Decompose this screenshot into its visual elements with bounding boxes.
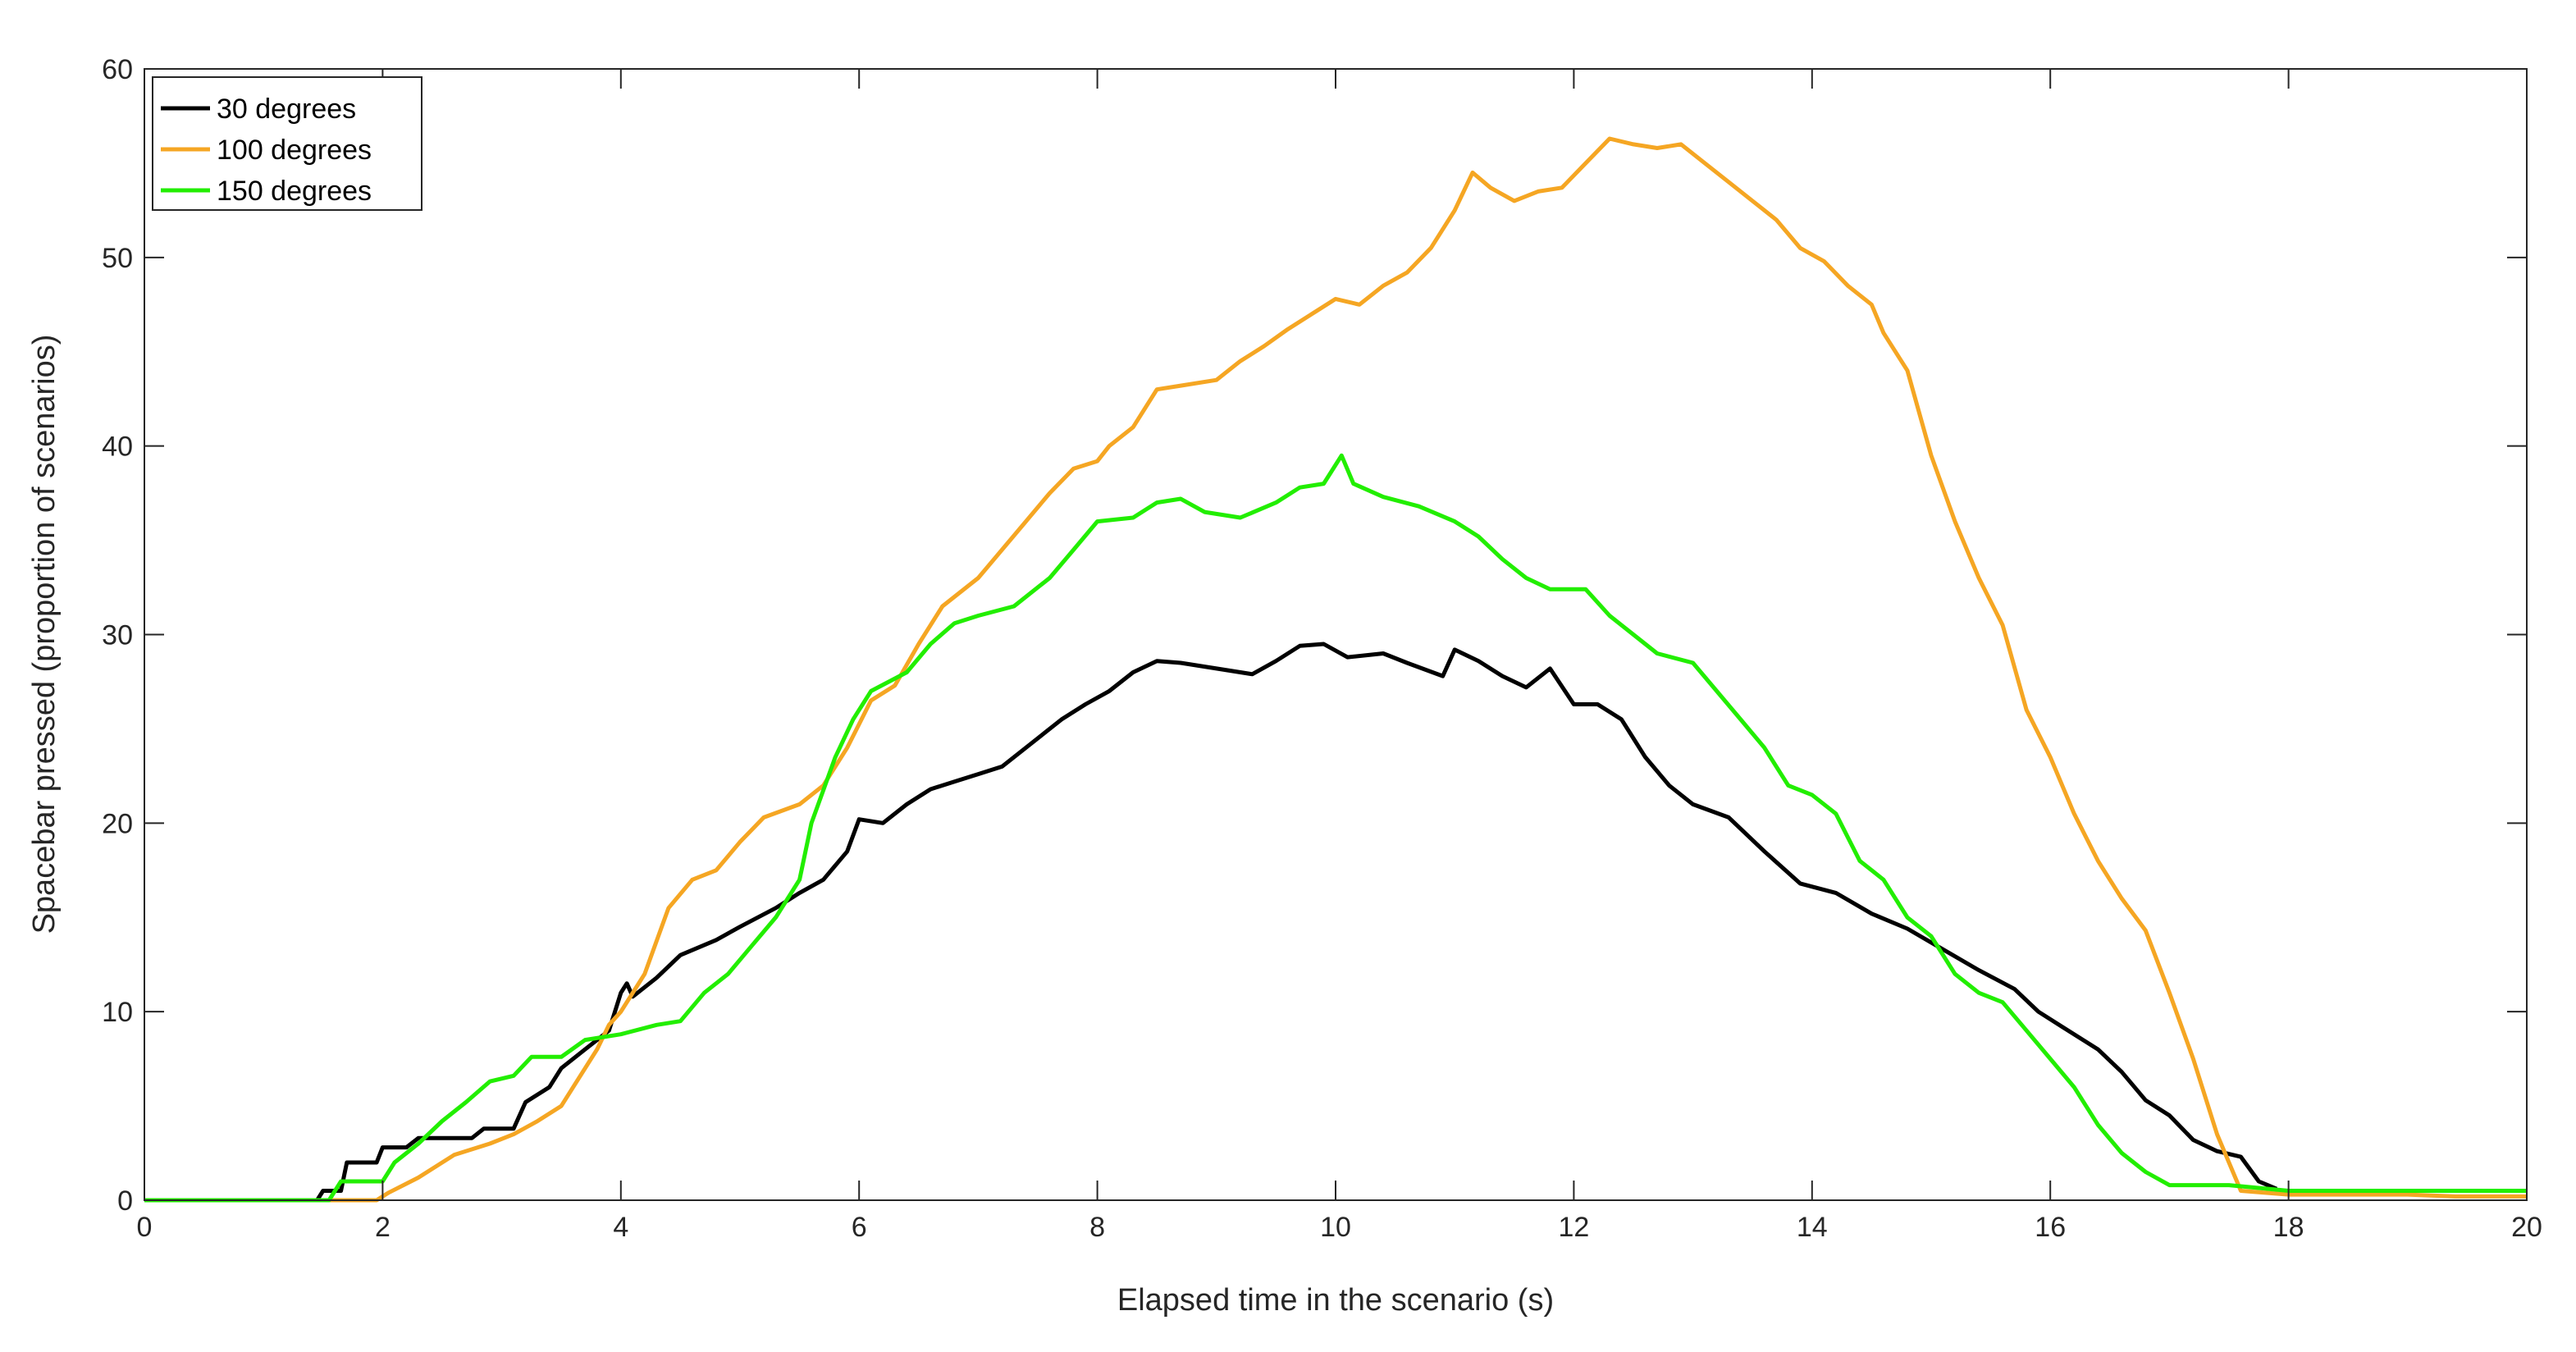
y-tick-label: 0 (117, 1185, 133, 1217)
x-tick-label: 2 (375, 1212, 391, 1243)
series-layer (144, 136, 2527, 1203)
legend-box (152, 76, 422, 211)
legend: 30 degrees 100 degrees 150 degrees (152, 76, 422, 211)
series-line-2 (144, 453, 2527, 1203)
ticks-layer: 0 2 4 6 8 10 12 14 16 18 20 0 10 20 30 40 50 60 (102, 54, 2542, 1243)
y-axis-label: Spacebar pressed (proportion of scenario… (27, 335, 62, 934)
x-tick-label: 18 (2273, 1212, 2304, 1243)
legend-label-2: 150 degrees (217, 176, 372, 207)
x-axis-label: Elapsed time in the scenario (s) (1117, 1283, 1554, 1318)
x-tick-label: 10 (1320, 1212, 1351, 1243)
y-tick-label: 50 (102, 243, 133, 274)
y-tick-label: 10 (102, 997, 133, 1028)
x-tick-label: 16 (2035, 1212, 2066, 1243)
y-tick-label: 60 (102, 54, 133, 85)
y-tick-label: 30 (102, 620, 133, 651)
legend-label-0: 30 degrees (217, 94, 356, 125)
x-tick-label: 6 (852, 1212, 867, 1243)
x-tick-label: 12 (1558, 1212, 1589, 1243)
x-tick-label: 14 (1797, 1212, 1828, 1243)
x-tick-label: 4 (613, 1212, 628, 1243)
x-tick-label: 0 (137, 1212, 153, 1243)
series-line-0 (144, 642, 2278, 1203)
x-tick-label: 20 (2511, 1212, 2542, 1243)
x-tick-label: 8 (1089, 1212, 1105, 1243)
series-line-1 (144, 136, 2527, 1203)
y-tick-label: 20 (102, 808, 133, 839)
plot-area (144, 69, 2527, 1200)
y-tick-label: 40 (102, 432, 133, 463)
legend-label-1: 100 degrees (217, 135, 372, 166)
